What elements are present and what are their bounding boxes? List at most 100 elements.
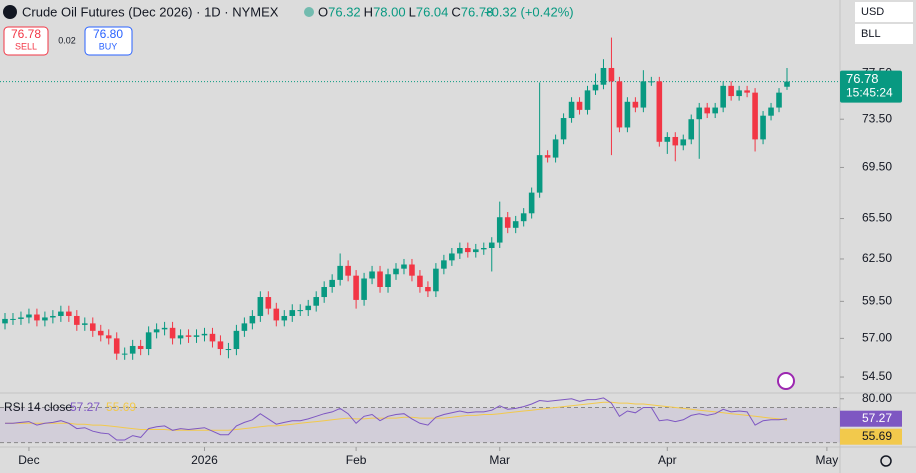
rsi-line: [5, 397, 788, 441]
event-icon[interactable]: [777, 372, 795, 390]
candle-body: [10, 318, 16, 320]
candle-body: [313, 297, 319, 306]
ohlc-value: 76.32: [328, 4, 361, 19]
rsi-value: 57.27: [70, 400, 100, 414]
candle-body: [393, 268, 399, 275]
settings-icon[interactable]: [880, 455, 892, 467]
candle-body: [353, 275, 359, 300]
candle-body: [744, 90, 750, 93]
x-tick-label: Dec: [18, 453, 39, 467]
candle-body: [760, 115, 766, 140]
rsi-ma-line: [5, 401, 788, 431]
candle-body: [640, 81, 647, 108]
candle-body: [584, 90, 591, 110]
candle-body: [217, 341, 224, 350]
spread: 0.02: [58, 35, 76, 45]
candle-body: [680, 139, 687, 146]
candle-body: [488, 242, 495, 248]
candle-body: [552, 139, 559, 158]
candle-body: [169, 327, 176, 339]
ohlc-value: 76.78: [461, 4, 494, 19]
candle-body: [560, 118, 567, 140]
rsi-y-tick-label: 80.00: [862, 391, 892, 405]
candle-body: [576, 101, 583, 110]
sell-price: 76.78: [11, 27, 41, 41]
ohlc-key: C: [451, 4, 460, 19]
y-tick-label: 73.50: [862, 111, 892, 125]
sell-button[interactable]: [3, 26, 49, 56]
candle-body: [233, 330, 240, 350]
candle-body: [129, 345, 136, 354]
unit-box[interactable]: [855, 24, 913, 44]
y-tick-label: 69.50: [862, 160, 892, 174]
rsi-title: RSI 14 close: [4, 400, 72, 414]
candle-body: [712, 107, 718, 114]
rsi-value-box: [840, 410, 902, 427]
candle-body: [624, 101, 631, 128]
candle-body: [536, 155, 543, 193]
candle-body: [784, 81, 790, 87]
candle-body: [568, 101, 575, 119]
candle-body: [656, 81, 663, 142]
candle-body: [321, 286, 327, 298]
countdown: 15:45:24: [846, 86, 893, 100]
candle-body: [720, 85, 726, 108]
ohlc-value: 76.04: [416, 4, 449, 19]
y-tick-label: 65.50: [862, 211, 892, 225]
candle-body: [592, 84, 599, 91]
candle-body: [273, 308, 280, 321]
ohlc-key: L: [409, 4, 416, 19]
candle-body: [504, 217, 511, 228]
candle-body: [97, 330, 104, 336]
candle-body: [297, 310, 304, 312]
candle-body: [257, 297, 264, 316]
candle-body: [58, 311, 64, 316]
candle-body: [145, 332, 152, 350]
candle-body: [185, 335, 192, 337]
candle-body: [361, 278, 367, 300]
candle-body: [480, 247, 487, 250]
candle-body: [193, 335, 200, 337]
candle-body: [345, 265, 351, 276]
candle-body: [768, 107, 774, 116]
currency: USD: [861, 6, 884, 18]
candle-body: [688, 119, 695, 140]
x-tick-label: 2026: [191, 453, 218, 467]
buy-button[interactable]: [84, 26, 133, 56]
candle-body: [752, 92, 758, 140]
ohlc-key: H: [364, 4, 373, 19]
candle-body: [201, 333, 208, 336]
change: +0.32 (+0.42%): [484, 4, 574, 19]
unit: BLL: [861, 28, 881, 40]
candle-body: [473, 249, 479, 253]
currency-box[interactable]: [855, 2, 913, 22]
candle-body: [265, 297, 272, 309]
ohlc-key: O: [318, 4, 328, 19]
candle-body: [425, 286, 431, 292]
candle-body: [105, 335, 112, 339]
candle-body: [2, 318, 8, 324]
candle-body: [137, 345, 144, 350]
candle-body: [441, 260, 447, 269]
rsi-ma-box: [840, 428, 902, 445]
rsi-axis-value: 57.27: [862, 411, 892, 425]
candle-body: [496, 217, 503, 243]
candle-body: [305, 305, 312, 311]
candle-body: [121, 353, 128, 355]
y-tick-label: 54.50: [862, 369, 892, 383]
candle-body: [42, 317, 48, 321]
candle-body: [600, 67, 607, 85]
candle-body: [616, 81, 623, 128]
ohlc-value: 78.00: [373, 4, 406, 19]
candle-body: [34, 314, 40, 321]
candle-body: [177, 335, 184, 339]
candle-body: [704, 107, 710, 114]
candle-body: [544, 155, 551, 158]
candle-body: [728, 85, 734, 97]
header: Crude Oil Futures (Dec 2026) · 1D · NYME…: [3, 4, 574, 19]
candle-body: [417, 275, 423, 287]
candle-body: [465, 247, 471, 253]
candle-body: [74, 315, 80, 325]
trade-buttons: 76.78 SELL 0.02 76.80 BUY: [3, 26, 133, 56]
